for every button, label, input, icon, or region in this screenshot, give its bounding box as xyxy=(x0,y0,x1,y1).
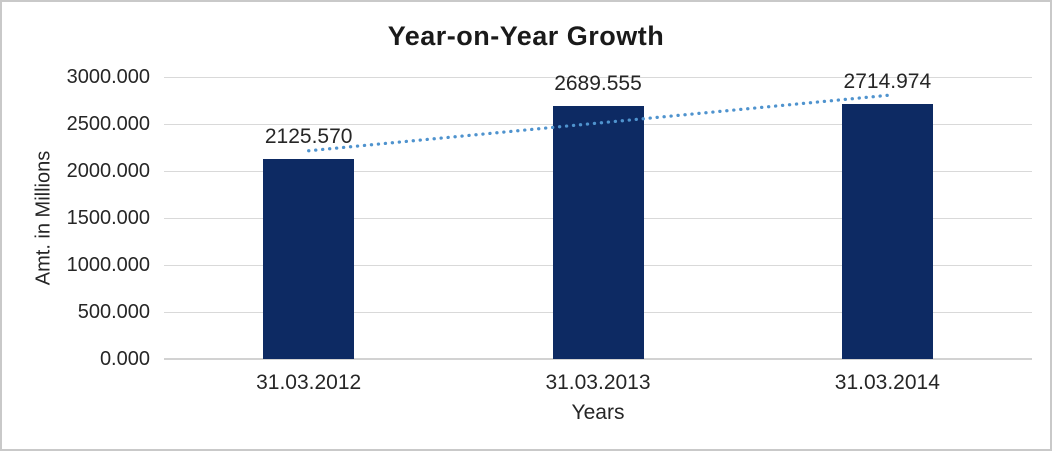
plot-area xyxy=(164,76,1032,360)
x-axis-line xyxy=(164,358,1032,360)
y-tick-label: 2500.000 xyxy=(66,113,150,135)
bar xyxy=(552,106,644,359)
x-axis-title: Years xyxy=(571,401,625,424)
y-tick-label: 1000.000 xyxy=(66,254,150,276)
y-tick-label: 1500.000 xyxy=(66,207,150,229)
chart-title: Year-on-Year Growth xyxy=(387,21,665,51)
bar xyxy=(841,103,933,359)
gridline xyxy=(164,76,1032,78)
y-tick-label: 3000.000 xyxy=(66,66,150,88)
bar-value-label: 2689.555 xyxy=(554,72,642,96)
y-tick-label: 0.000 xyxy=(99,348,150,370)
trendline xyxy=(307,93,889,153)
x-tick-label: 31.03.2014 xyxy=(834,371,940,394)
x-tick-label: 31.03.2012 xyxy=(256,371,362,394)
bar xyxy=(263,159,355,359)
y-tick-label: 2000.000 xyxy=(66,160,150,182)
bar-value-label: 2125.570 xyxy=(264,125,353,149)
bar-value-label: 2714.974 xyxy=(843,69,932,93)
x-tick-label: 31.03.2013 xyxy=(545,371,651,394)
y-tick-label: 500.000 xyxy=(77,301,150,323)
